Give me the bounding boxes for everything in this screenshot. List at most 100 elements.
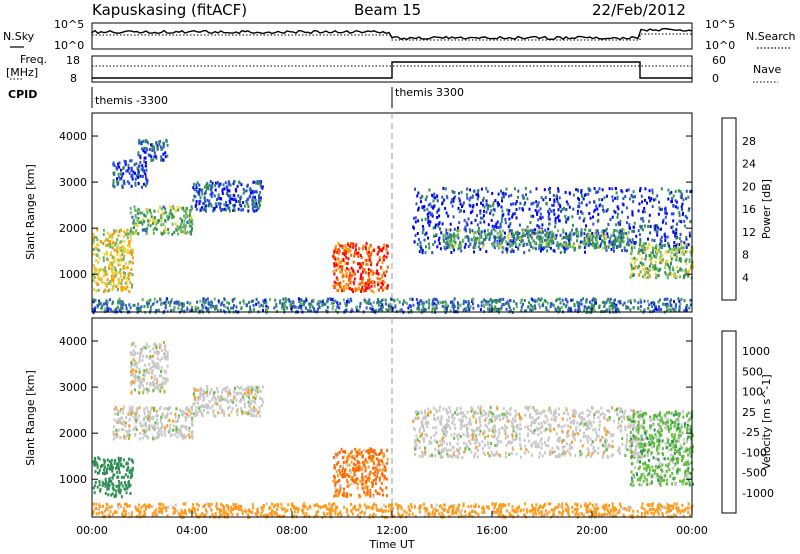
power-echo-cell	[418, 302, 420, 306]
power-echo-cell	[650, 197, 653, 201]
power-echo-cell	[467, 302, 470, 305]
power-echo-cell	[151, 145, 154, 149]
power-echo-cell	[428, 188, 431, 192]
power-echo-cell	[144, 175, 147, 179]
power-echo-cell	[145, 232, 148, 235]
power-echo-cell	[432, 298, 435, 302]
power-echo-cell	[671, 197, 674, 201]
power-ytick-label: 2000	[59, 222, 87, 235]
power-echo-cell	[485, 236, 488, 240]
power-echo-cell	[242, 208, 244, 212]
power-echo-cell	[458, 198, 461, 202]
power-echo-cell	[213, 206, 216, 210]
power-echo-cell	[671, 225, 674, 229]
power-echo-cell	[243, 189, 246, 193]
power-echo-cell	[449, 222, 452, 226]
velocity-echo-cell	[180, 409, 183, 413]
power-echo-cell	[629, 226, 631, 230]
velocity-echo-cell	[151, 435, 154, 439]
velocity-echo-cell	[349, 493, 352, 497]
power-echo-cell	[554, 219, 557, 223]
power-echo-cell	[418, 238, 420, 241]
power-echo-cell	[631, 257, 634, 261]
power-echo-cell	[220, 303, 223, 307]
velocity-echo-cell	[334, 486, 337, 490]
power-echo-cell	[507, 302, 510, 306]
power-echo-cell	[605, 308, 608, 312]
velocity-echo-cell	[133, 416, 136, 420]
power-echo-cell	[679, 259, 682, 263]
power-echo-cell	[591, 232, 594, 235]
power-echo-cell	[634, 265, 637, 268]
power-echo-cell	[633, 221, 636, 225]
power-echo-cell	[670, 272, 673, 276]
power-echo-cell	[341, 265, 344, 268]
velocity-echo-cell	[169, 412, 172, 415]
power-echo-cell	[684, 214, 687, 218]
power-echo-cell	[500, 305, 503, 309]
power-echo-cell	[532, 201, 535, 205]
power-echo-cell	[424, 198, 427, 202]
power-echo-cell	[242, 201, 245, 204]
velocity-echo-cell	[199, 393, 202, 397]
power-echo-cell	[350, 242, 352, 246]
freq-tick-top: 18	[66, 54, 80, 67]
velocity-echo-cell	[121, 416, 124, 420]
power-echo-cell	[468, 308, 471, 312]
velocity-echo-cell	[178, 428, 181, 432]
power-echo-cell	[473, 242, 476, 246]
power-echo-cell	[483, 238, 486, 241]
power-echo-cell	[674, 305, 677, 309]
power-echo-cell	[430, 205, 433, 209]
velocity-echo-cell	[347, 453, 350, 456]
power-echo-cell	[530, 214, 533, 218]
velocity-echo-cell	[420, 450, 423, 454]
power-echo-cell	[611, 195, 614, 199]
velocity-echo-cell	[166, 412, 169, 416]
velocity-echo-cell	[583, 431, 585, 435]
power-echo-cell	[539, 298, 542, 302]
power-echo-cell	[245, 189, 248, 193]
power-echo-cell	[359, 302, 362, 305]
velocity-echo-cell	[177, 416, 180, 420]
power-echo-cell	[539, 216, 542, 220]
power-echo-cell	[342, 287, 345, 291]
power-echo-cell	[157, 209, 160, 213]
power-echo-cell	[639, 189, 641, 193]
power-echo-cell	[680, 252, 683, 256]
power-echo-cell	[94, 245, 97, 249]
power-echo-cell	[425, 300, 428, 304]
velocity-echo-cell	[118, 485, 121, 489]
power-echo-cell	[124, 272, 127, 275]
nsky-label: N.Sky	[3, 30, 35, 43]
velocity-echo-cell	[133, 376, 136, 380]
power-echo-cell	[336, 250, 339, 254]
velocity-echo-cell	[125, 421, 127, 425]
power-echo-cell	[583, 193, 586, 197]
power-echo-cell	[153, 209, 156, 213]
power-echo-cell	[252, 303, 255, 307]
velocity-echo-cell	[112, 466, 115, 470]
power-echo-cell	[372, 280, 374, 283]
power-echo-cell	[495, 299, 498, 303]
power-echo-cell	[235, 199, 238, 203]
power-echo-cell	[594, 246, 597, 250]
power-echo-cell	[347, 283, 350, 287]
velocity-echo-cell	[194, 388, 197, 392]
power-echo-cell	[129, 306, 132, 310]
power-echo-cell	[685, 304, 688, 308]
power-echo-cell	[463, 227, 466, 231]
velocity-echo-cell	[108, 460, 111, 463]
power-echo-cell	[656, 268, 659, 272]
velocity-echo-cell	[241, 412, 244, 416]
power-echo-cell	[186, 215, 189, 219]
power-echo-cell	[177, 232, 180, 236]
power-echo-cell	[608, 239, 611, 243]
velocity-echo-cell	[630, 446, 632, 450]
power-echo-cell	[284, 300, 287, 304]
power-echo-cell	[556, 197, 558, 201]
power-echo-cell	[673, 253, 676, 257]
power-echo-cell	[425, 245, 427, 249]
power-echo-cell	[475, 202, 478, 206]
velocity-echo-cell	[346, 480, 349, 484]
